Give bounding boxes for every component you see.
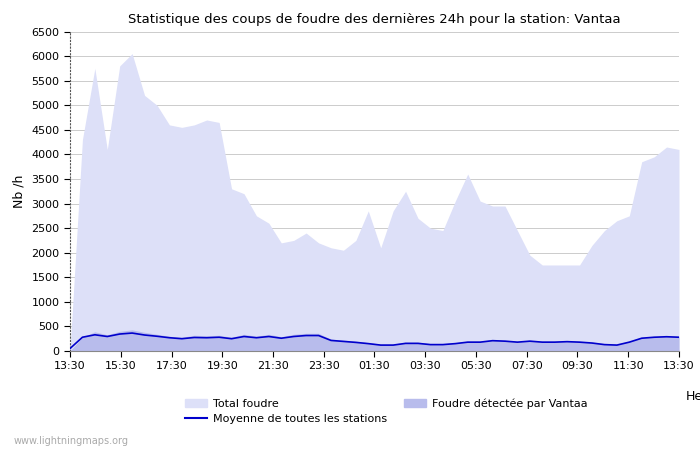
Y-axis label: Nb /h: Nb /h — [13, 175, 26, 208]
Title: Statistique des coups de foudre des dernières 24h pour la station: Vantaa: Statistique des coups de foudre des dern… — [128, 13, 621, 26]
Text: Heure: Heure — [686, 390, 700, 403]
Text: www.lightningmaps.org: www.lightningmaps.org — [14, 436, 129, 446]
Legend: Total foudre, Moyenne de toutes les stations, Foudre détectée par Vantaa: Total foudre, Moyenne de toutes les stat… — [186, 398, 587, 424]
